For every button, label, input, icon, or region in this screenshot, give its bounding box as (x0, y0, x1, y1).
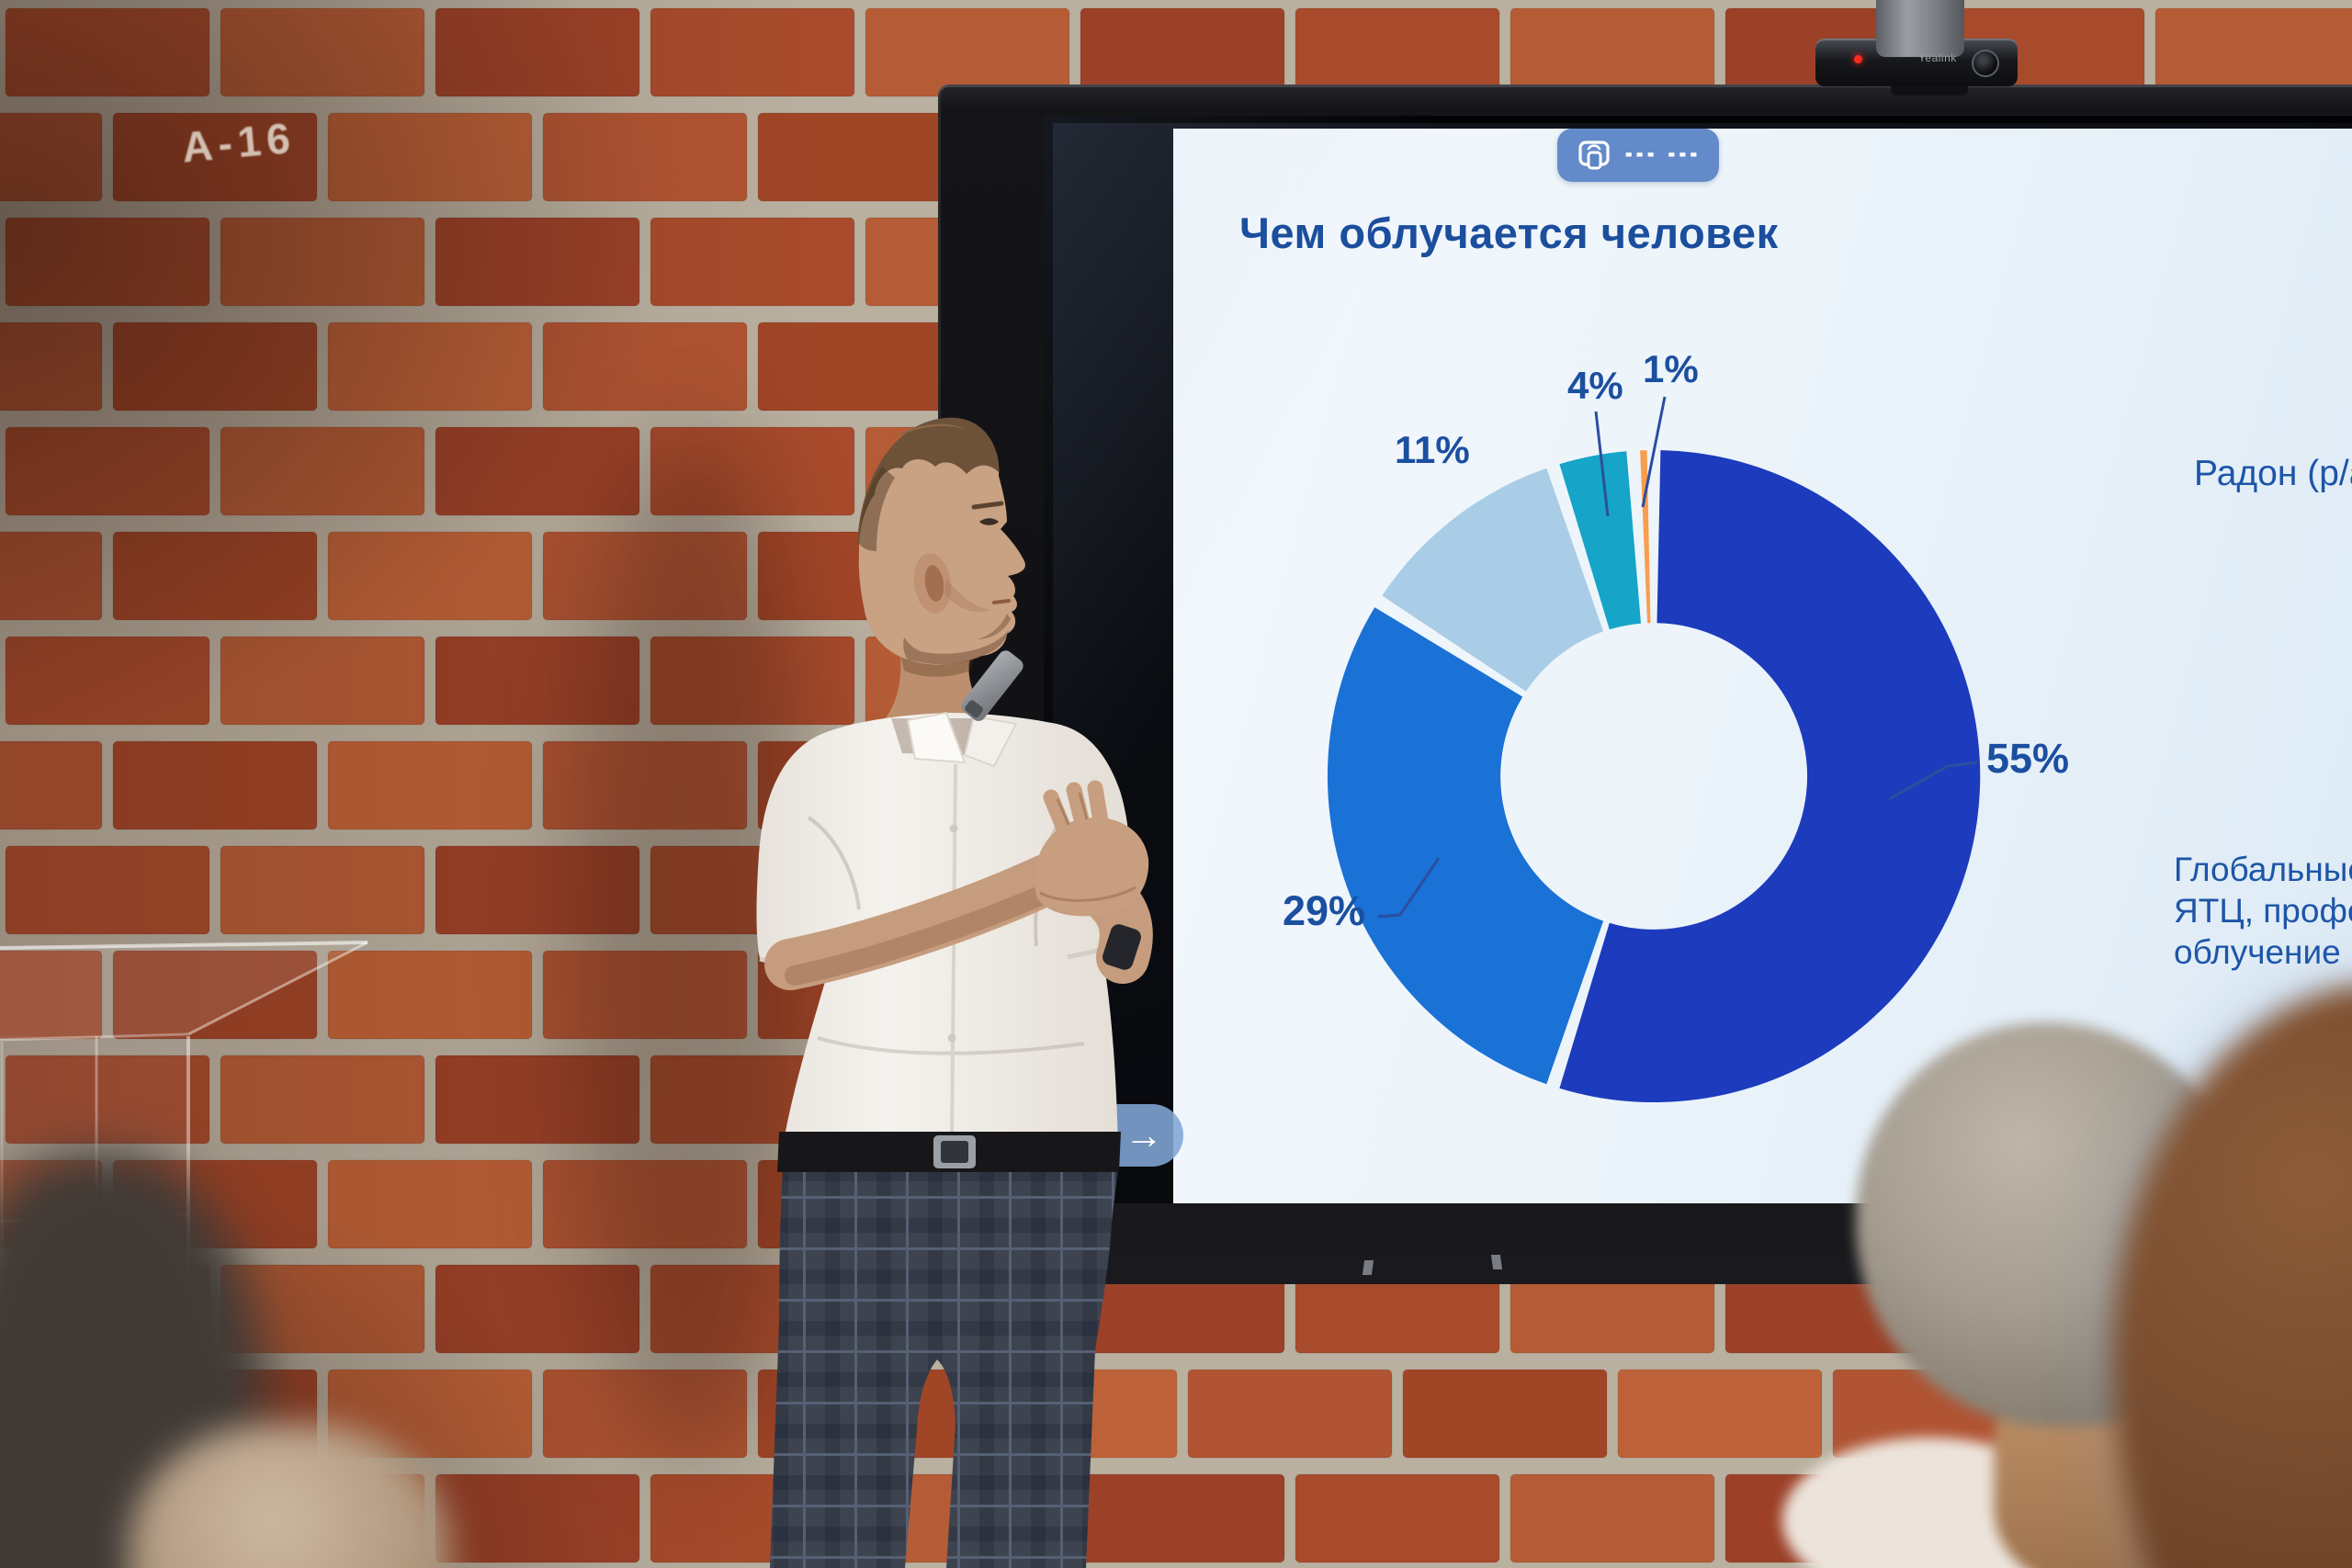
donut-slice-29% (1327, 607, 1604, 1085)
annotation-global-block: Глобальные ЯТЦ, профе облучение (2174, 849, 2352, 973)
presenter-neck (886, 652, 987, 718)
presenter-hair (857, 417, 1000, 547)
chart-leader-lines (1377, 396, 1978, 919)
presenter (756, 417, 1153, 1568)
annotation-line: Глобальные (2174, 851, 2352, 888)
presenter-forearm-left (764, 854, 1071, 990)
camera-barrel (1876, 0, 1964, 57)
wall-graffiti-text: А-16 (179, 113, 298, 172)
slide-title: Чем облучается человек (1239, 209, 1779, 257)
donut-slice-1% (1640, 450, 1651, 624)
arrow-right-icon: → (1125, 1113, 1163, 1156)
pen-at-collar (960, 650, 1023, 721)
presenter-trousers (770, 1168, 1118, 1568)
camera-brand-label: Yealink (1918, 51, 1957, 64)
screen-mirroring-icon (1578, 141, 1610, 170)
annotation-line: облучение (2174, 933, 2341, 971)
donut-chart (1327, 450, 1981, 1103)
presenter-face (858, 420, 1025, 665)
camera-lens (1972, 50, 1999, 77)
bezel-mark (1490, 1255, 1503, 1269)
cast-code-mask: --- --- (1624, 134, 1702, 172)
slice-label-11: 11% (1395, 428, 1470, 471)
presenter-head (857, 417, 1025, 665)
wristwatch (1102, 924, 1141, 970)
slice-label-29: 29% (1283, 887, 1366, 934)
annotation-line: ЯТЦ, профе (2174, 892, 2352, 930)
slice-label-4: 4% (1567, 364, 1623, 407)
donut-slice-11% (1382, 468, 1604, 692)
donut-slice-55% (1559, 450, 1981, 1103)
slice-label-1: 1% (1643, 347, 1699, 390)
slice-label-55: 55% (1986, 735, 2070, 782)
donut-slice-4% (1559, 451, 1641, 630)
camera-led (1854, 55, 1862, 63)
annotation-radon: Радон (р/а (2194, 454, 2352, 493)
cast-code-badge[interactable]: --- --- (1557, 129, 1719, 182)
presenter-hands (1034, 780, 1149, 917)
